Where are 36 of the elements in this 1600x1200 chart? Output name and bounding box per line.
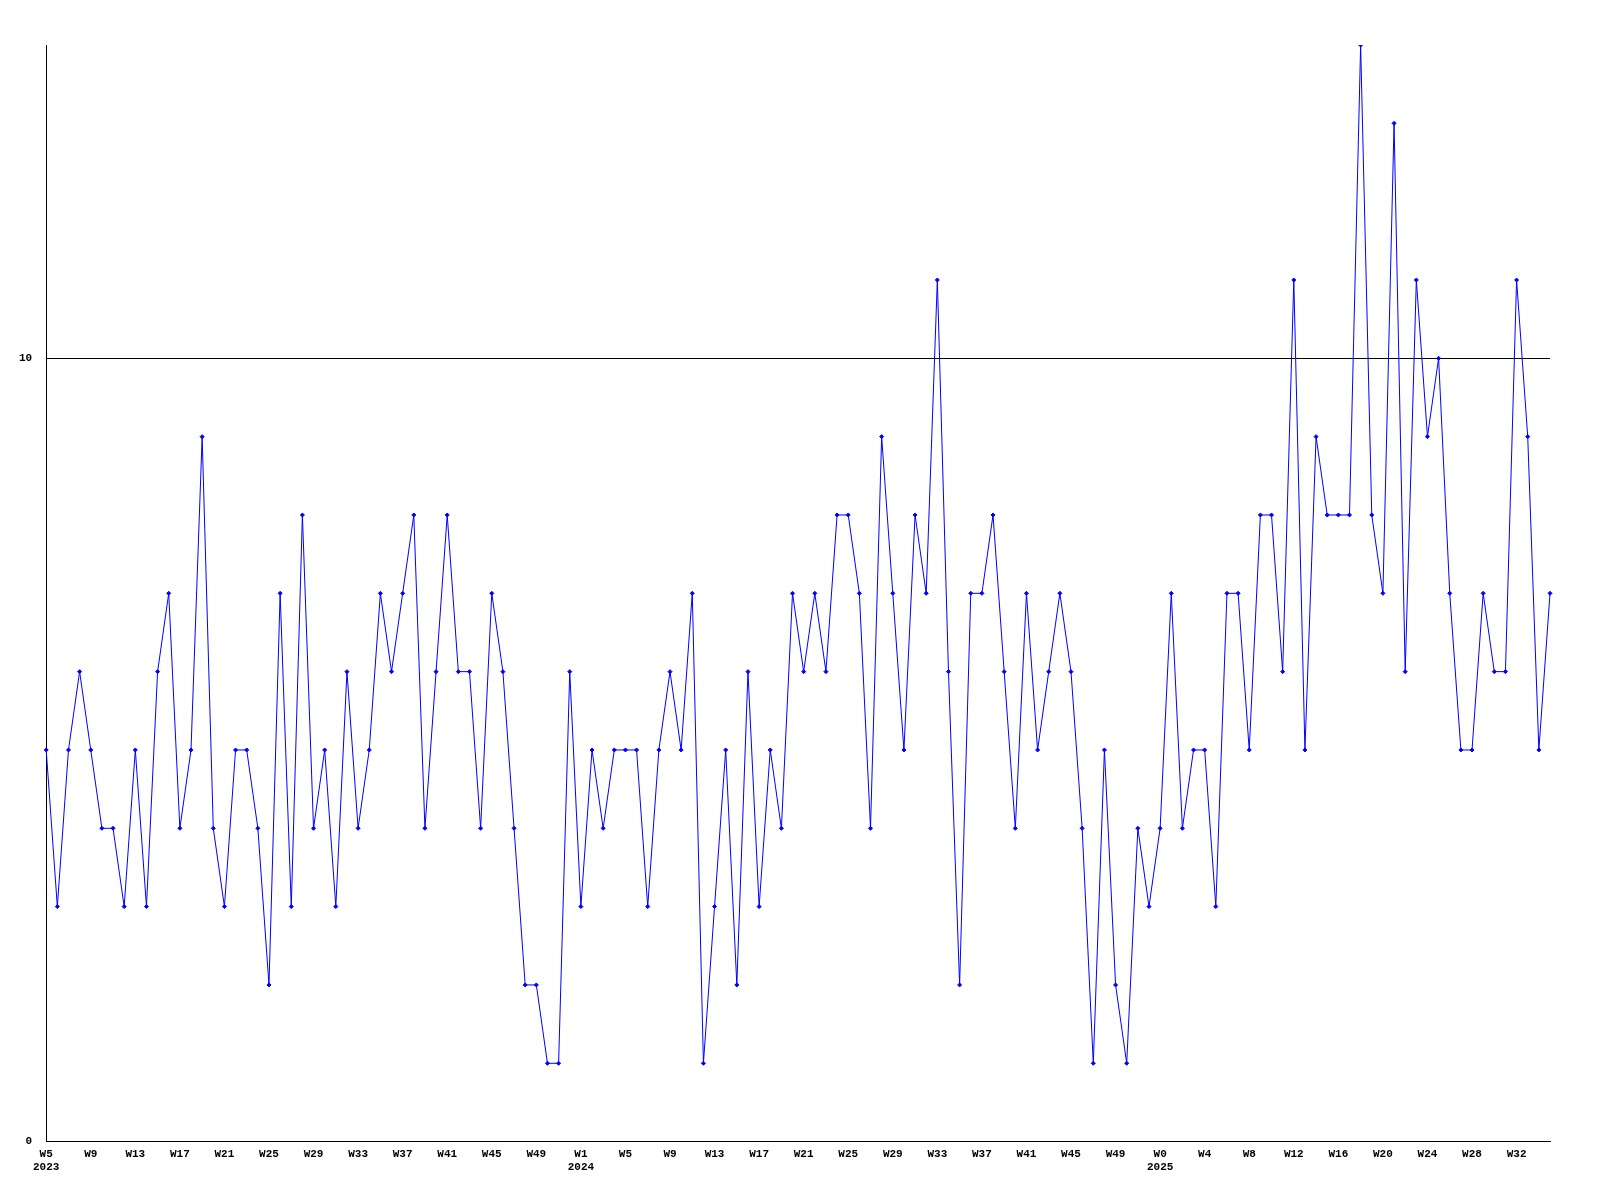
x-tick-label: W49: [526, 1147, 547, 1160]
y-tick-label: 10: [19, 352, 33, 365]
x-tick-label: W41: [1016, 1147, 1037, 1160]
x-tick-label: W32: [1506, 1147, 1527, 1160]
x-tick-label: W28: [1462, 1147, 1483, 1160]
x-tick-label: W29: [882, 1147, 903, 1160]
x-tick-label: W45: [481, 1147, 503, 1160]
x-tick-label: W20: [1373, 1147, 1393, 1160]
x-tick-label: W49: [1105, 1147, 1126, 1160]
x-tick-label: W37: [392, 1147, 413, 1160]
x-tick-label: W21: [793, 1147, 814, 1160]
x-tick-label: W25: [838, 1147, 859, 1160]
x-tick-label: W13: [704, 1147, 725, 1160]
x-tick-label: W29: [303, 1147, 324, 1160]
x-tick-label: W17: [749, 1147, 770, 1160]
x-tick-label: W41: [437, 1147, 458, 1160]
x-tick-label: W13: [125, 1147, 146, 1160]
x-tick-label: W17: [169, 1147, 190, 1160]
x-tick-label: W9: [663, 1147, 677, 1160]
x-tick-label: W24: [1417, 1147, 1438, 1160]
x-tick-label: W12: [1283, 1147, 1304, 1160]
x-tick-label: W16: [1328, 1147, 1349, 1160]
x-tick-label: W5: [618, 1147, 633, 1160]
x-tick-label: W33: [927, 1147, 948, 1160]
x-tick-label: W1 2024: [567, 1147, 595, 1174]
y-tick-label: 0: [25, 1135, 33, 1148]
x-tick-label: W0 2025: [1146, 1147, 1174, 1174]
x-tick-label: W33: [348, 1147, 369, 1160]
x-tick-label: W4: [1198, 1147, 1212, 1160]
x-tick-label: W21: [214, 1147, 235, 1160]
x-tick-label: W5 2023: [33, 1147, 60, 1174]
x-tick-label: W8: [1242, 1147, 1257, 1160]
x-tick-label: W25: [259, 1147, 280, 1160]
x-tick-label: W9: [84, 1147, 98, 1160]
x-tick-label: W37: [971, 1147, 992, 1160]
x-tick-label: W45: [1061, 1147, 1082, 1160]
